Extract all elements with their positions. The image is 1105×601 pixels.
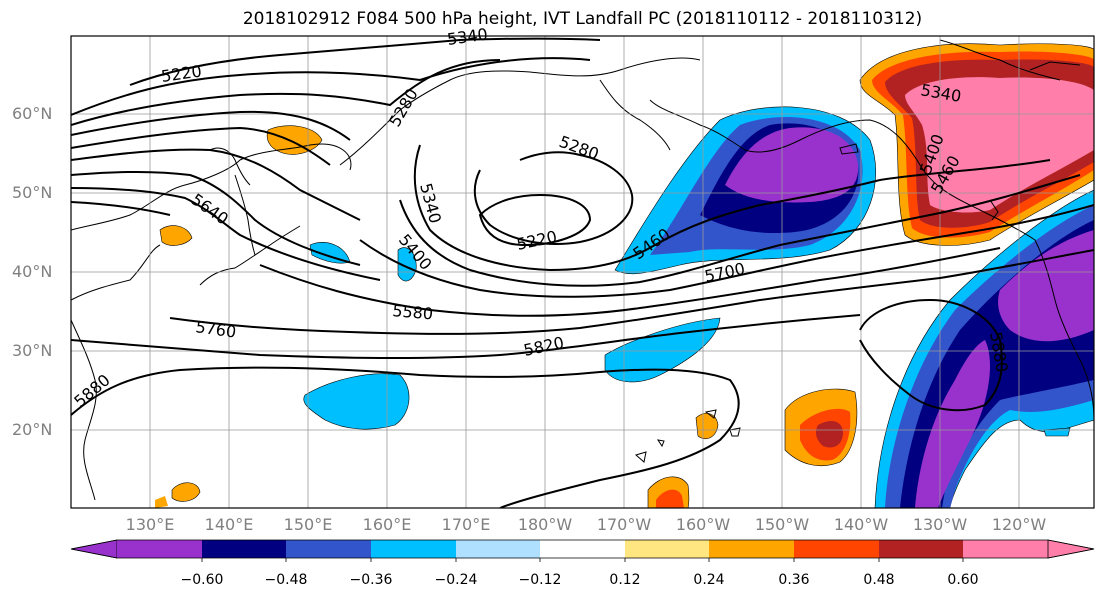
colorbar-tick-label: −0.60 [180, 572, 224, 588]
lat-label: 20°N [12, 420, 53, 439]
colorbar-segment [625, 540, 709, 558]
lat-label: 40°N [12, 262, 53, 281]
lon-label: 140°W [833, 515, 889, 534]
colorbar-segment [117, 540, 202, 558]
lat-label: 60°N [12, 104, 53, 123]
colorbar-segment [794, 540, 879, 558]
contour-label: 5220 [160, 61, 203, 85]
lon-label: 170°W [596, 515, 652, 534]
colorbar-tick-label: −0.36 [349, 572, 393, 588]
colorbar-segment [879, 540, 963, 558]
colorbar-tick-label: 0.24 [693, 572, 725, 588]
colorbar [70, 539, 1095, 562]
lon-label: 170°E [441, 515, 491, 534]
lat-label: 50°N [12, 183, 53, 202]
colorbar-segment [540, 540, 625, 558]
contour-label: 5700 [703, 259, 747, 286]
lat-label: 30°N [12, 341, 53, 360]
contour-label: 5280 [385, 85, 422, 130]
lon-label: 160°E [362, 515, 412, 534]
colorbar-segment [202, 540, 286, 558]
ivt-shading [155, 43, 1094, 508]
map-title: 2018102912 F084 500 hPa height, IVT Land… [242, 9, 923, 29]
height-contours [71, 37, 1094, 508]
coastlines [71, 39, 1094, 501]
contour-label: 5280 [557, 132, 602, 164]
contour-label: 5820 [522, 333, 566, 360]
contour-label: 5640 [188, 190, 232, 229]
contour-label: 5220 [515, 227, 559, 254]
colorbar-tick-label: 0.36 [778, 572, 810, 588]
lon-label: 150°E [283, 515, 333, 534]
contour-label: 5340 [416, 181, 445, 225]
lon-label: 120°W [991, 515, 1047, 534]
lon-label: 150°W [754, 515, 810, 534]
lon-label: 160°W [675, 515, 731, 534]
lon-label: 140°E [204, 515, 254, 534]
lon-label: 130°W [912, 515, 968, 534]
colorbar-segment [286, 540, 371, 558]
colorbar-tick-label: −0.48 [264, 572, 308, 588]
graticule [71, 36, 1094, 508]
contour-label: 5760 [194, 317, 237, 341]
colorbar-extend-low [70, 539, 118, 559]
map-frame [70, 35, 1095, 509]
colorbar-tick-label: 0.60 [947, 572, 979, 588]
lon-label: 180°W [517, 515, 573, 534]
colorbar-segment [709, 540, 794, 558]
contour-label: 5580 [392, 301, 434, 323]
colorbar-extend-high [1047, 539, 1095, 559]
colorbar-tick-label: −0.24 [434, 572, 478, 588]
colorbar-segment [963, 540, 1048, 558]
lon-label: 130°E [125, 515, 175, 534]
colorbar-tick-label: −0.12 [518, 572, 562, 588]
colorbar-tick-label: 0.48 [863, 572, 895, 588]
colorbar-tick-label: 0.12 [609, 572, 641, 588]
contour-label: 5340 [446, 24, 489, 48]
colorbar-segment [456, 540, 540, 558]
colorbar-segment [371, 540, 456, 558]
